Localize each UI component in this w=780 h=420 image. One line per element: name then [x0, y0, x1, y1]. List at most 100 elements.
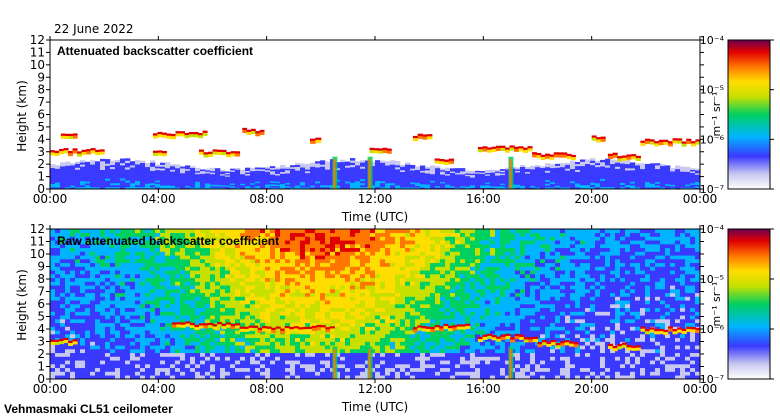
backscatter-cell — [385, 240, 391, 245]
backscatter-cell — [655, 185, 661, 188]
backscatter-cell — [520, 185, 526, 188]
backscatter-cell — [675, 178, 681, 181]
backscatter-cell — [200, 232, 206, 237]
cloud-cell — [486, 149, 492, 153]
backscatter-cell — [50, 236, 56, 241]
backscatter-cell — [375, 236, 381, 241]
backscatter-cell — [80, 367, 86, 372]
backscatter-cell — [360, 277, 366, 282]
cloud-cell — [667, 141, 673, 144]
backscatter-cell — [440, 172, 446, 175]
backscatter-cell — [225, 326, 231, 331]
backscatter-cell — [235, 244, 241, 249]
backscatter-cell — [270, 322, 276, 327]
backscatter-cell — [250, 274, 256, 279]
backscatter-cell — [330, 259, 336, 264]
backscatter-cell — [345, 255, 351, 260]
backscatter-cell — [555, 171, 561, 174]
backscatter-cell — [285, 181, 291, 183]
backscatter-cell — [290, 180, 296, 183]
backscatter-cell — [560, 176, 566, 179]
backscatter-cell — [115, 356, 121, 361]
backscatter-cell — [265, 255, 271, 260]
backscatter-cell — [65, 352, 71, 357]
backscatter-cell — [110, 172, 116, 176]
backscatter-cell — [220, 178, 226, 180]
backscatter-cell — [255, 244, 261, 249]
cloud-cell — [212, 151, 218, 155]
backscatter-cell — [305, 169, 311, 172]
backscatter-cell — [405, 185, 411, 188]
backscatter-cell — [75, 185, 81, 188]
backscatter-cell — [385, 277, 391, 282]
backscatter-cell — [295, 360, 301, 365]
backscatter-cell — [400, 345, 406, 350]
backscatter-cell — [545, 181, 551, 184]
backscatter-cell — [60, 375, 66, 379]
backscatter-cell — [195, 182, 201, 185]
backscatter-cell — [325, 165, 331, 168]
backscatter-cell — [450, 178, 456, 181]
backscatter-cell — [360, 186, 366, 189]
backscatter-cell — [190, 177, 196, 180]
backscatter-cell — [225, 255, 231, 260]
backscatter-cell — [250, 292, 256, 297]
backscatter-cell — [355, 175, 361, 178]
backscatter-cell — [165, 229, 171, 234]
backscatter-cell — [255, 178, 261, 181]
backscatter-cell — [220, 352, 226, 357]
backscatter-cell — [305, 255, 311, 260]
backscatter-cell — [250, 367, 256, 372]
backscatter-cell — [175, 167, 181, 171]
backscatter-cell — [155, 180, 161, 183]
backscatter-cell — [215, 281, 221, 286]
backscatter-cell — [410, 183, 416, 186]
backscatter-cell — [380, 322, 386, 327]
backscatter-cell — [155, 285, 161, 290]
backscatter-cell — [320, 180, 326, 184]
backscatter-cell — [455, 180, 461, 182]
backscatter-cell — [380, 304, 386, 309]
backscatter-cell — [115, 174, 121, 177]
backscatter-cell — [90, 367, 96, 372]
backscatter-cell — [105, 334, 111, 339]
backscatter-cell — [495, 183, 501, 186]
backscatter-cell — [290, 165, 296, 168]
backscatter-cell — [105, 326, 111, 331]
backscatter-cell — [165, 352, 171, 357]
backscatter-cell — [455, 171, 461, 173]
backscatter-cell — [260, 181, 266, 184]
backscatter-cell — [75, 371, 81, 376]
backscatter-cell — [170, 244, 176, 249]
backscatter-cell — [300, 183, 306, 186]
backscatter-cell — [305, 240, 311, 245]
backscatter-cell — [220, 292, 226, 297]
backscatter-cell — [100, 341, 106, 346]
backscatter-cell — [335, 255, 341, 260]
backscatter-cell — [555, 181, 561, 184]
backscatter-cell — [255, 341, 261, 346]
backscatter-cell — [205, 364, 211, 369]
backscatter-cell — [330, 330, 336, 335]
backscatter-cell — [160, 364, 166, 369]
backscatter-cell — [535, 182, 541, 185]
backscatter-cell — [140, 311, 146, 316]
backscatter-cell — [440, 187, 446, 189]
backscatter-cell — [105, 169, 111, 173]
backscatter-cell — [350, 277, 356, 282]
backscatter-cell — [355, 165, 361, 168]
backscatter-cell — [105, 360, 111, 365]
backscatter-cell — [680, 177, 686, 180]
backscatter-cell — [315, 352, 321, 357]
backscatter-cell — [185, 375, 191, 379]
cloud-cell — [514, 146, 520, 150]
backscatter-cell — [610, 170, 616, 173]
backscatter-cell — [50, 174, 56, 177]
backscatter-cell — [475, 174, 481, 177]
backscatter-cell — [405, 285, 411, 290]
backscatter-cell — [125, 182, 131, 185]
backscatter-cell — [55, 334, 61, 339]
backscatter-cell — [465, 175, 471, 178]
backscatter-cell — [115, 247, 121, 252]
backscatter-cell — [360, 285, 366, 290]
